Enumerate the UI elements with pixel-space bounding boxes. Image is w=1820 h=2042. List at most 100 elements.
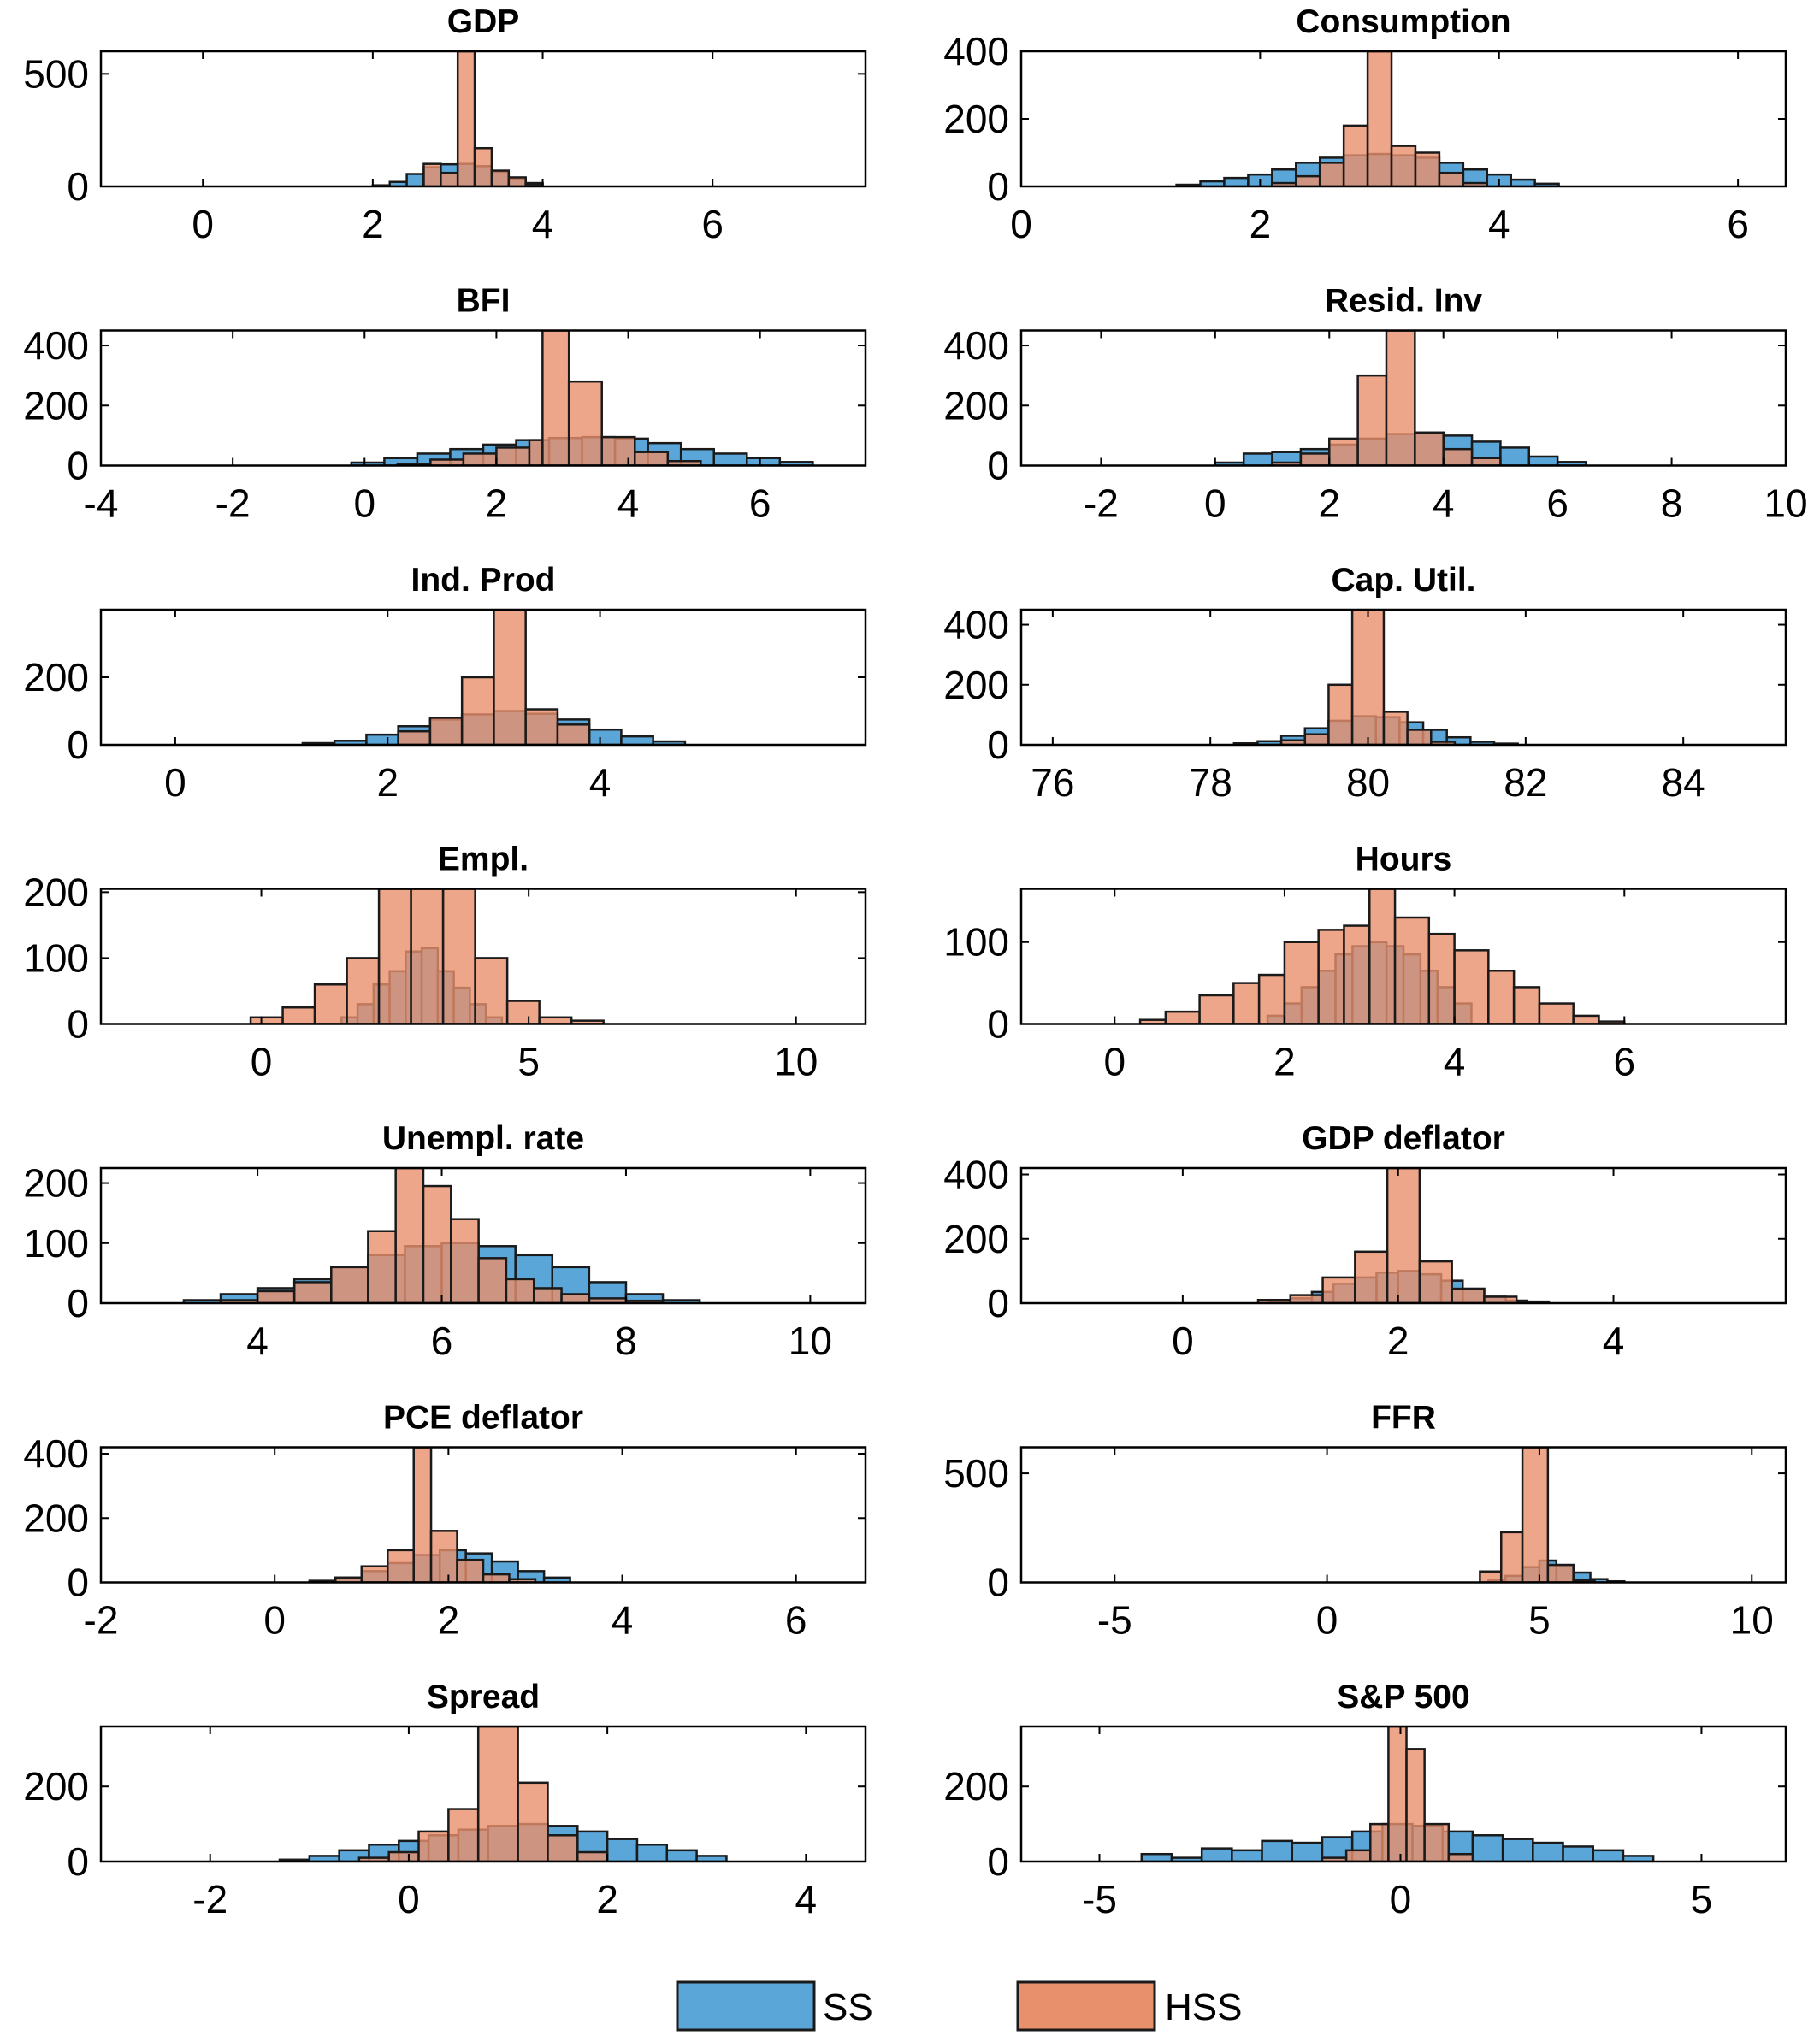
hss-bar [1447, 1852, 1474, 1862]
x-tick-label: 6 [749, 481, 771, 526]
y-tick-label: 100 [23, 935, 89, 980]
bars [1479, 1447, 1626, 1583]
hss-bar [377, 888, 412, 1024]
ss-bar [1223, 176, 1250, 186]
hss-bar [1390, 145, 1417, 186]
hss-bar [346, 957, 381, 1024]
panel-s-p-500: S&P 500 -5 0 5 0 200 [943, 1679, 1788, 1921]
x-tick-label: 8 [615, 1319, 637, 1363]
x-tick-label: -2 [192, 1877, 228, 1921]
y-tick-label: 0 [987, 1561, 1009, 1605]
ss-bar [1528, 455, 1559, 466]
x-tick-label: 10 [774, 1040, 818, 1084]
x-tick-label: 2 [438, 1598, 460, 1643]
hss-bar [256, 1290, 296, 1303]
hss-bar [1405, 1748, 1426, 1862]
x-tick-label: 80 [1346, 760, 1390, 805]
hss-bar [460, 676, 495, 745]
x-tick-label: -2 [1084, 481, 1119, 526]
panel-title: BFI [457, 283, 511, 320]
axes-frame [1019, 888, 1788, 1025]
hss-bar [1423, 1822, 1451, 1862]
y-tick-label: 100 [943, 920, 1009, 965]
ss-bar [365, 733, 399, 745]
ss-bar [1562, 1845, 1594, 1862]
y-tick-label: 500 [23, 51, 89, 96]
panel-title: Resid. Inv [1325, 283, 1483, 320]
axes-frame [99, 50, 867, 188]
ss-bar [606, 1838, 639, 1862]
axes-frame [99, 1446, 867, 1584]
hss-bar [1317, 929, 1345, 1024]
legend-label-hss: HSS [1165, 1986, 1242, 2028]
hss-bar [292, 1281, 333, 1303]
x-tick-label: 2 [376, 760, 399, 805]
axes-frame [1019, 1446, 1788, 1584]
hss-bar [440, 171, 459, 186]
y-tick-label: 200 [943, 383, 1009, 428]
ss-bar [1501, 1838, 1534, 1862]
y-tick-label: 0 [67, 723, 89, 767]
y-tick-label: 200 [23, 655, 89, 699]
y-tick-label: 0 [987, 723, 1009, 767]
x-tick-label: 8 [1661, 481, 1683, 526]
hss-bar [507, 176, 527, 186]
hss-bar [330, 1266, 369, 1303]
x-tick-label: 4 [1433, 481, 1455, 526]
hss-bar [1538, 1002, 1575, 1024]
hss-bar [1303, 733, 1330, 745]
hss-bar [1451, 1287, 1486, 1303]
hss-bar [476, 1726, 519, 1862]
x-tick-label: 0 [1010, 202, 1032, 246]
panel-title: Spread [427, 1679, 540, 1715]
hss-bar [1385, 330, 1416, 466]
hss-bar [541, 330, 570, 466]
bars [371, 51, 544, 186]
hss-bar [556, 723, 591, 745]
hss-bar [477, 1257, 508, 1303]
hss-bar [1299, 452, 1331, 466]
x-tick-label: 2 [1387, 1319, 1409, 1363]
hss-bar [1453, 949, 1490, 1024]
hss-bar [1414, 431, 1445, 466]
hss-bar [447, 1808, 480, 1862]
x-tick-label: -2 [216, 481, 251, 526]
hss-bar [456, 1558, 485, 1583]
hss-bar [1427, 932, 1456, 1024]
panel-title: FFR [1371, 1400, 1436, 1437]
x-tick-label: 2 [1318, 481, 1340, 526]
x-tick-label: 4 [795, 1877, 818, 1921]
hss-bar [1393, 916, 1431, 1024]
hss-bar [1430, 741, 1457, 745]
ss-bar [778, 461, 814, 466]
hss-bar [634, 451, 670, 466]
ss-bar [1200, 1847, 1233, 1862]
hss-bar [1470, 457, 1502, 466]
x-tick-label: 0 [164, 760, 186, 805]
hss-bar [1257, 973, 1286, 1024]
hss-bar [505, 1000, 541, 1024]
ss-bar [588, 728, 623, 745]
hss-bar [528, 439, 544, 466]
hss-bar [387, 1850, 420, 1862]
ss-bar [542, 1576, 571, 1583]
hss-bar [532, 1287, 563, 1303]
hss-bar [490, 169, 511, 186]
y-tick-label: 0 [987, 1002, 1009, 1047]
hss-bar [422, 162, 442, 186]
panel-title: GDP [447, 3, 520, 40]
y-tick-label: 200 [23, 870, 89, 914]
y-tick-label: 0 [987, 444, 1009, 488]
ss-bar [695, 1855, 728, 1862]
y-tick-label: 0 [987, 1281, 1009, 1325]
bars [308, 1447, 571, 1583]
ss-bar [746, 457, 782, 466]
y-tick-label: 200 [943, 663, 1009, 707]
y-tick-label: 0 [67, 1002, 89, 1047]
y-tick-label: 200 [943, 97, 1009, 141]
x-tick-label: 10 [1764, 481, 1807, 526]
y-tick-label: 0 [67, 1281, 89, 1325]
panel-consumption: Consumption 0 2 4 6 0 200 400 [943, 3, 1788, 246]
